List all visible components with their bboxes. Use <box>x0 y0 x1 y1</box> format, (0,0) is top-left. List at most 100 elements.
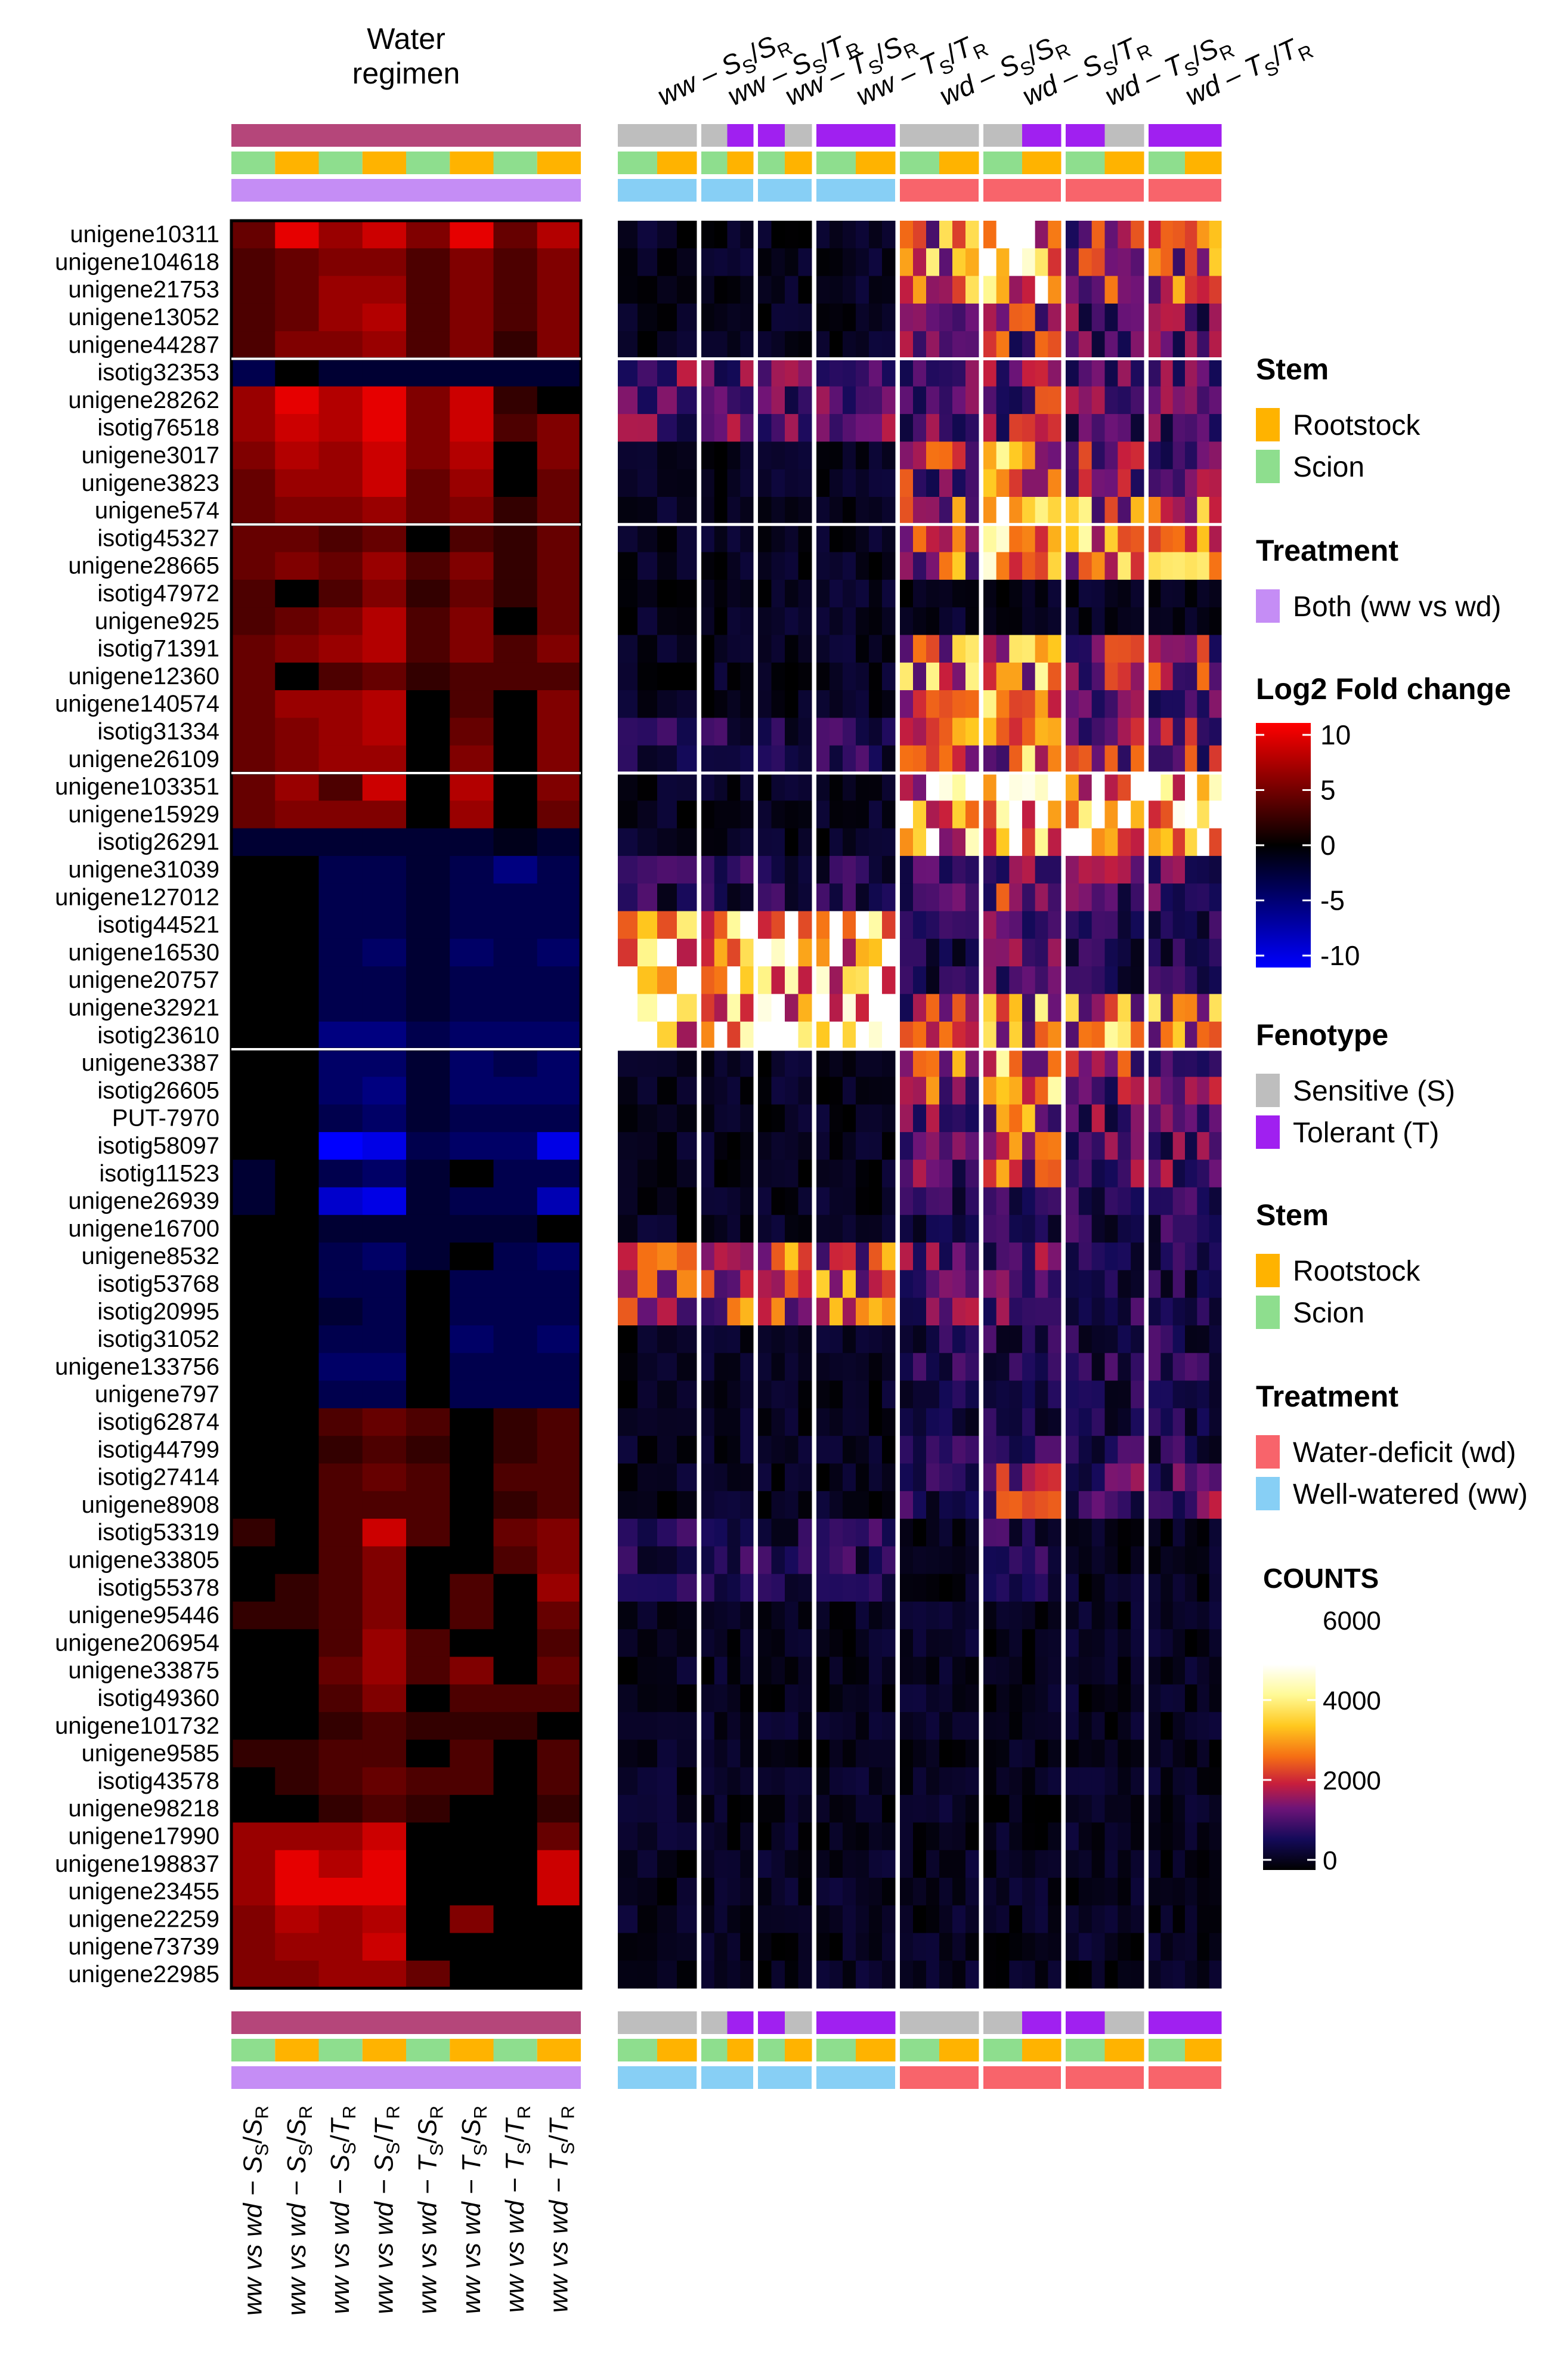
count-cell <box>843 1132 856 1160</box>
count-cell <box>965 994 979 1022</box>
count-cell <box>1149 773 1161 801</box>
count-cell <box>882 579 896 608</box>
count-phenotype-cell <box>727 2011 741 2034</box>
count-cell <box>1104 1684 1118 1713</box>
count-cell <box>677 1021 697 1050</box>
count-phenotype-cell <box>1172 2011 1186 2034</box>
fc-cell <box>231 1960 276 1989</box>
count-cell <box>677 1049 697 1077</box>
fc-cell <box>362 1519 407 1547</box>
count-cell <box>1022 662 1036 691</box>
count-cell <box>939 1325 953 1353</box>
count-cell <box>727 1850 741 1878</box>
fc-cell <box>362 1739 407 1768</box>
count-cell <box>1185 1297 1197 1326</box>
count-cell <box>618 773 638 801</box>
count-cell <box>1066 994 1079 1022</box>
row-label: unigene925 <box>95 608 219 634</box>
count-cell <box>1131 497 1144 525</box>
count-cell <box>1185 1933 1197 1961</box>
count-cell <box>1035 1960 1048 1989</box>
count-cell <box>856 994 869 1022</box>
fc-cell <box>450 1574 494 1602</box>
count-cell <box>771 966 785 994</box>
count-cell <box>1209 1297 1222 1326</box>
fc-cell <box>537 994 581 1022</box>
count-cell <box>856 1214 869 1243</box>
count-cell <box>1022 718 1036 746</box>
count-cell <box>1035 828 1048 857</box>
count-cell <box>798 911 812 939</box>
count-cell <box>1131 1491 1144 1519</box>
count-cell <box>1066 883 1079 911</box>
count-cell <box>771 414 785 442</box>
count-cell <box>1172 938 1186 967</box>
count-cell <box>1035 1739 1048 1768</box>
count-cell <box>996 938 1010 967</box>
count-stem-cell <box>1185 152 1197 174</box>
count-cell <box>740 414 754 442</box>
count-cell <box>1022 1933 1036 1961</box>
fc-cell <box>231 1463 276 1492</box>
count-cell <box>900 1436 914 1464</box>
count-cell <box>856 1436 869 1464</box>
fc-cell <box>537 1629 581 1658</box>
count-cell <box>1160 1602 1174 1630</box>
count-cell <box>1104 524 1118 553</box>
fc-cell <box>537 1574 581 1602</box>
count-cell <box>1009 1436 1023 1464</box>
count-cell <box>1149 1353 1161 1381</box>
count-cell <box>1209 1629 1222 1658</box>
fc-cell <box>275 938 319 967</box>
count-phenotype-cell <box>1035 124 1048 147</box>
count-cell <box>1078 1021 1093 1050</box>
count-cell <box>785 1463 799 1492</box>
count-cell <box>1009 1408 1023 1436</box>
fc-cell <box>318 745 363 774</box>
count-cell <box>637 303 658 332</box>
count-cell <box>983 276 997 304</box>
count-cell <box>1209 1353 1222 1381</box>
count-cell <box>677 386 697 415</box>
count-cell <box>882 524 896 553</box>
count-cell <box>758 883 772 911</box>
fc-cell <box>231 1325 276 1353</box>
count-cell <box>869 635 883 663</box>
count-cell <box>740 773 754 801</box>
count-cell <box>816 414 830 442</box>
count-cell <box>1197 635 1210 663</box>
count-cell <box>983 607 997 635</box>
count-cell <box>1209 1574 1222 1602</box>
count-cell <box>939 1463 953 1492</box>
count-cell <box>1197 1684 1210 1713</box>
label-letter: S <box>457 2119 486 2136</box>
count-cell <box>830 1767 843 1795</box>
count-cell <box>1131 524 1144 553</box>
count-cell <box>900 1160 914 1188</box>
count-cell <box>657 1242 677 1271</box>
row-label: unigene98218 <box>68 1795 219 1822</box>
count-cell <box>939 1629 953 1658</box>
count-cell <box>771 773 785 801</box>
count-cell <box>1022 1270 1036 1299</box>
count-phenotype-cell <box>618 124 638 147</box>
count-treatment-cell <box>701 2066 753 2089</box>
count-cell <box>1104 1933 1118 1961</box>
fc-cell <box>362 1656 407 1685</box>
count-cell <box>843 386 856 415</box>
count-cell <box>869 855 883 884</box>
count-cell <box>1197 800 1210 829</box>
count-cell <box>785 441 799 470</box>
count-cell <box>1209 303 1222 332</box>
count-cell <box>798 1739 812 1768</box>
count-cell <box>1035 607 1048 635</box>
count-cell <box>714 331 728 359</box>
count-cell <box>1118 469 1131 497</box>
fc-cell <box>231 1905 276 1934</box>
count-cell <box>952 1574 966 1602</box>
count-cell <box>701 635 715 663</box>
fc-cell <box>406 1187 450 1216</box>
count-cell <box>983 828 997 857</box>
count-cell <box>785 1739 799 1768</box>
count-cell <box>1022 414 1036 442</box>
